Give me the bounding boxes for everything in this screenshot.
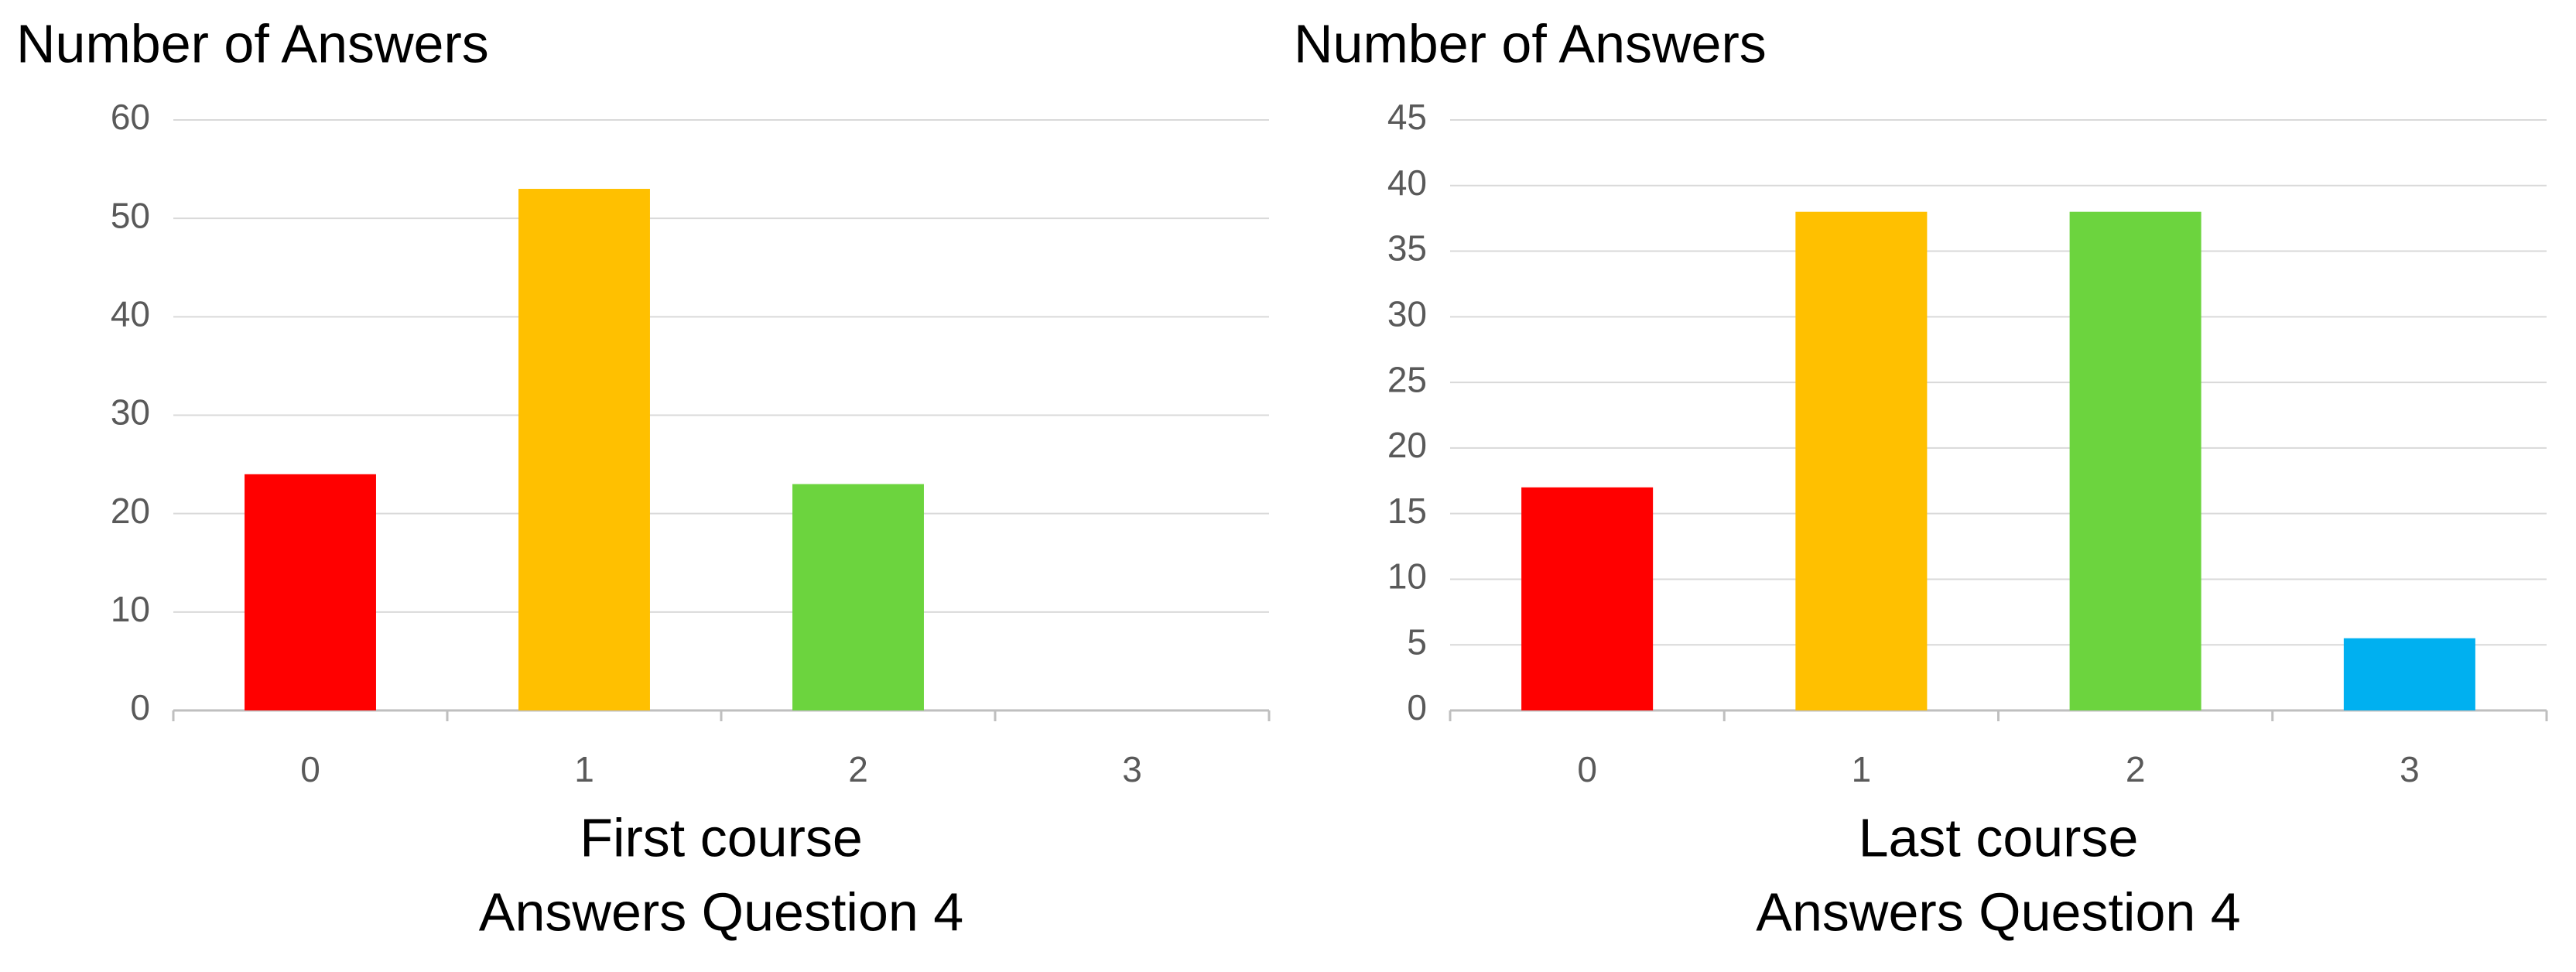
y-tick-label: 0 (1407, 687, 1427, 727)
x-axis-subtitle: Answers Question 4 (479, 881, 963, 942)
x-axis-title: First course (580, 807, 863, 868)
x-tick-label: 3 (2400, 749, 2420, 789)
x-tick-label: 2 (2126, 749, 2146, 789)
y-axis-title: Number of Answers (1294, 13, 1767, 74)
bar (2343, 638, 2475, 710)
x-tick-label: 3 (1122, 749, 1142, 789)
bar (1795, 211, 1928, 710)
y-tick-label: 25 (1387, 359, 1427, 399)
y-tick-label: 10 (111, 589, 150, 629)
x-tick-label: 0 (1577, 749, 1597, 789)
y-tick-label: 60 (111, 97, 150, 137)
y-tick-label: 0 (130, 687, 150, 727)
x-tick-label: 1 (574, 749, 594, 789)
y-tick-label: 35 (1387, 228, 1427, 269)
bar (1521, 487, 1654, 710)
y-tick-label: 20 (111, 491, 150, 531)
bar (245, 474, 376, 710)
y-tick-label: 45 (1387, 97, 1427, 137)
y-tick-label: 40 (1387, 163, 1427, 203)
y-tick-label: 5 (1407, 621, 1427, 662)
x-axis-subtitle: Answers Question 4 (1756, 881, 2240, 942)
y-tick-label: 20 (1387, 425, 1427, 465)
y-axis-title: Number of Answers (16, 13, 489, 74)
x-axis-title: Last course (1859, 807, 2139, 868)
bar (518, 189, 650, 710)
y-tick-label: 40 (111, 293, 150, 334)
x-tick-label: 2 (848, 749, 868, 789)
y-tick-label: 10 (1387, 556, 1427, 597)
y-tick-label: 30 (1387, 293, 1427, 334)
bar (2069, 211, 2201, 710)
y-tick-label: 50 (111, 195, 150, 235)
x-tick-label: 1 (1852, 749, 1872, 789)
x-tick-label: 0 (300, 749, 320, 789)
y-tick-label: 30 (111, 392, 150, 433)
y-tick-label: 15 (1387, 491, 1427, 531)
bar (792, 484, 924, 710)
